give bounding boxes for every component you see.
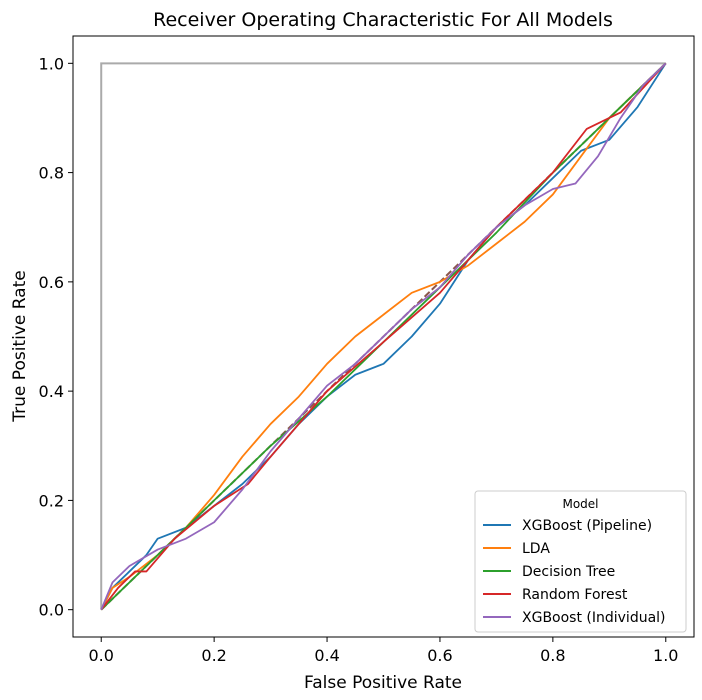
- x-tick-label: 0.0: [89, 646, 114, 665]
- legend-box: [474, 490, 687, 633]
- legend-label: XGBoost (Individual): [522, 610, 666, 626]
- legend-label: XGBoost (Pipeline): [522, 518, 652, 534]
- y-tick-label: 0.2: [39, 491, 64, 510]
- y-tick-label: 0.4: [39, 382, 64, 401]
- legend-label: Random Forest: [522, 587, 628, 603]
- x-tick-label: 0.4: [314, 646, 339, 665]
- x-tick-label: 0.2: [201, 646, 226, 665]
- y-tick-label: 0.6: [39, 273, 64, 292]
- series-line-4: [100, 62, 667, 611]
- y-axis-label: True Positive Rate: [10, 270, 30, 422]
- legend-title: Model: [562, 497, 598, 511]
- legend-label: LDA: [522, 541, 550, 557]
- plot-area: [72, 35, 695, 638]
- chart-title: Receiver Operating Characteristic For Al…: [153, 9, 613, 31]
- perfect-classifier-line: [100, 62, 666, 610]
- x-tick-label: 0.6: [427, 646, 452, 665]
- y-tick-label: 1.0: [39, 54, 64, 73]
- legend-label: Decision Tree: [522, 564, 615, 580]
- x-axis-label: False Positive Rate: [304, 673, 462, 693]
- y-tick-label: 0.0: [39, 601, 64, 620]
- axis-ticks: 0.0 0.2 0.4 0.6 0.8 1.0 0.0 0.2 0.4 0.6 0.8 1.0: [39, 54, 679, 665]
- series-line-1: [100, 62, 667, 611]
- series-line-5: [100, 62, 667, 611]
- legend: Model XGBoost (Pipeline) LDA Decision Tree R…: [474, 490, 687, 633]
- x-tick-label: 1.0: [653, 646, 678, 665]
- x-tick-label: 0.8: [540, 646, 565, 665]
- y-tick-label: 0.8: [39, 164, 64, 183]
- axes-frame: [72, 35, 695, 638]
